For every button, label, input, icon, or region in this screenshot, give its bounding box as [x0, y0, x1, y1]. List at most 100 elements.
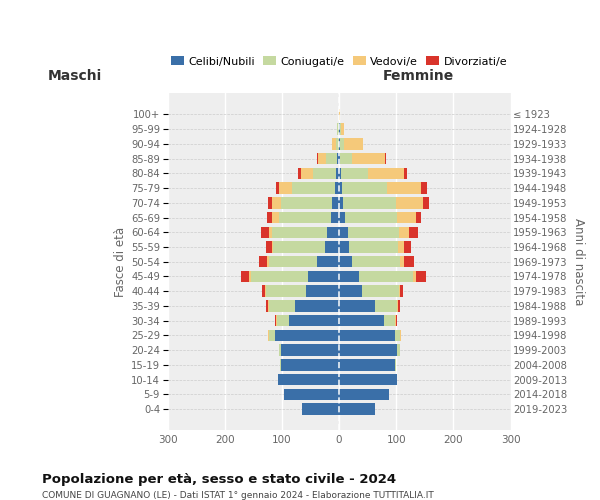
Bar — [268, 197, 272, 208]
Bar — [340, 138, 344, 149]
Bar — [404, 256, 414, 268]
Bar — [399, 226, 409, 238]
Bar — [317, 256, 339, 268]
Bar — [266, 300, 268, 312]
Bar — [339, 359, 395, 370]
Bar — [416, 212, 421, 224]
Bar — [269, 330, 275, 341]
Bar — [386, 182, 421, 194]
Bar — [325, 242, 339, 253]
Bar — [337, 124, 338, 135]
Bar — [399, 286, 400, 297]
Bar — [339, 197, 343, 208]
Bar — [259, 256, 267, 268]
Legend: Celibi/Nubili, Coniugati/e, Vedovi/e, Divorziati/e: Celibi/Nubili, Coniugati/e, Vedovi/e, Di… — [166, 52, 512, 71]
Text: Femmine: Femmine — [382, 69, 454, 83]
Bar — [339, 388, 389, 400]
Bar — [421, 182, 427, 194]
Bar — [395, 330, 400, 341]
Bar — [339, 286, 362, 297]
Bar — [268, 330, 269, 341]
Bar — [306, 286, 339, 297]
Bar — [340, 124, 341, 135]
Bar — [317, 153, 318, 164]
Bar — [339, 344, 397, 356]
Bar — [344, 138, 362, 149]
Bar — [341, 124, 344, 135]
Bar — [331, 212, 339, 224]
Bar — [383, 315, 395, 326]
Bar — [339, 212, 345, 224]
Bar — [352, 153, 385, 164]
Bar — [345, 212, 397, 224]
Bar — [269, 300, 295, 312]
Bar — [339, 242, 349, 253]
Bar — [413, 270, 416, 282]
Bar — [250, 270, 251, 282]
Bar — [301, 168, 313, 179]
Y-axis label: Anni di nascita: Anni di nascita — [572, 218, 585, 306]
Bar — [374, 300, 397, 312]
Bar — [335, 138, 338, 149]
Bar — [289, 315, 339, 326]
Bar — [275, 315, 276, 326]
Bar — [336, 168, 339, 179]
Y-axis label: Fasce di età: Fasce di età — [114, 226, 127, 297]
Bar — [339, 168, 341, 179]
Bar — [416, 270, 426, 282]
Bar — [385, 153, 386, 164]
Bar — [267, 256, 269, 268]
Bar — [318, 153, 326, 164]
Bar — [272, 242, 274, 253]
Text: COMUNE DI GUAGNANO (LE) - Dati ISTAT 1° gennaio 2024 - Elaborazione TUTTITALIA.I: COMUNE DI GUAGNANO (LE) - Dati ISTAT 1° … — [42, 491, 434, 500]
Bar — [397, 344, 400, 356]
Bar — [298, 168, 301, 179]
Bar — [308, 270, 339, 282]
Bar — [349, 242, 398, 253]
Bar — [326, 153, 337, 164]
Bar — [341, 168, 368, 179]
Bar — [347, 226, 399, 238]
Bar — [398, 300, 400, 312]
Bar — [339, 374, 397, 386]
Bar — [339, 182, 342, 194]
Bar — [269, 256, 317, 268]
Bar — [409, 226, 418, 238]
Bar — [278, 374, 339, 386]
Bar — [266, 242, 272, 253]
Bar — [281, 344, 339, 356]
Bar — [262, 286, 265, 297]
Bar — [400, 286, 403, 297]
Bar — [281, 197, 332, 208]
Bar — [295, 300, 339, 312]
Bar — [275, 330, 339, 341]
Bar — [397, 212, 416, 224]
Bar — [398, 242, 404, 253]
Bar — [281, 359, 339, 370]
Bar — [368, 168, 404, 179]
Bar — [266, 286, 306, 297]
Bar — [302, 404, 339, 415]
Bar — [276, 315, 277, 326]
Bar — [261, 226, 269, 238]
Bar — [404, 168, 407, 179]
Bar — [279, 182, 292, 194]
Bar — [275, 182, 279, 194]
Bar — [339, 330, 395, 341]
Bar — [395, 315, 397, 326]
Text: Popolazione per età, sesso e stato civile - 2024: Popolazione per età, sesso e stato civil… — [42, 472, 396, 486]
Bar — [339, 404, 374, 415]
Bar — [292, 182, 335, 194]
Bar — [340, 153, 352, 164]
Bar — [352, 256, 400, 268]
Bar — [339, 226, 347, 238]
Bar — [332, 197, 339, 208]
Bar — [395, 197, 423, 208]
Bar — [265, 286, 266, 297]
Bar — [284, 388, 339, 400]
Bar — [362, 286, 399, 297]
Bar — [339, 153, 340, 164]
Bar — [339, 256, 352, 268]
Bar — [272, 226, 326, 238]
Bar — [343, 197, 395, 208]
